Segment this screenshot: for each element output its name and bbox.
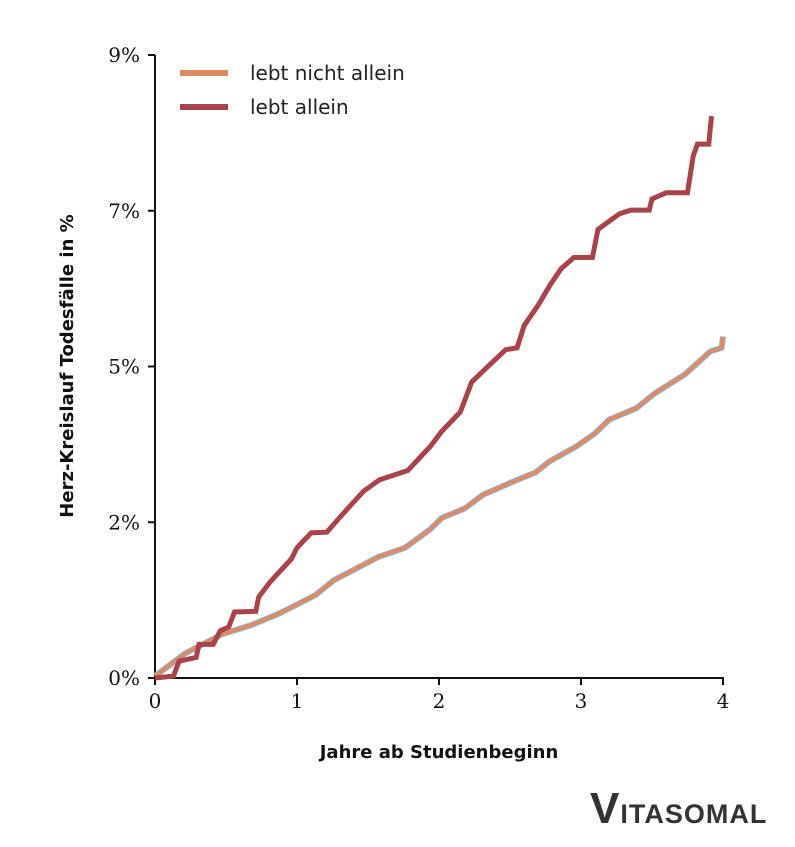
series-line-lebt-nicht-allein	[153, 336, 725, 678]
x-tick-label: 2	[433, 689, 446, 713]
y-axis-label: Herz-Kreislauf Todesfälle in %	[57, 214, 78, 517]
y-tick-label: 5%	[108, 355, 140, 379]
x-tick-label: 1	[291, 689, 304, 713]
logo-initial: V	[590, 784, 621, 833]
x-tick-label: 4	[717, 689, 730, 713]
x-tick-label: 3	[575, 689, 588, 713]
logo-text: ITASOMAL	[620, 799, 768, 829]
legend-label: lebt nicht allein	[250, 61, 405, 85]
y-tick-label: 0%	[108, 666, 140, 690]
y-tick-label: 7%	[108, 199, 140, 223]
legend-label: lebt allein	[250, 95, 349, 119]
y-tick-label: 9%	[108, 43, 140, 67]
series-line-lebt-allein	[154, 115, 715, 681]
vitasomal-logo: VITASOMAL	[590, 784, 767, 834]
x-tick-label: 0	[149, 689, 162, 713]
y-tick-label: 2%	[108, 510, 140, 534]
series-underlay	[153, 336, 726, 679]
x-axis-label: Jahre ab Studienbeginn	[318, 742, 559, 763]
